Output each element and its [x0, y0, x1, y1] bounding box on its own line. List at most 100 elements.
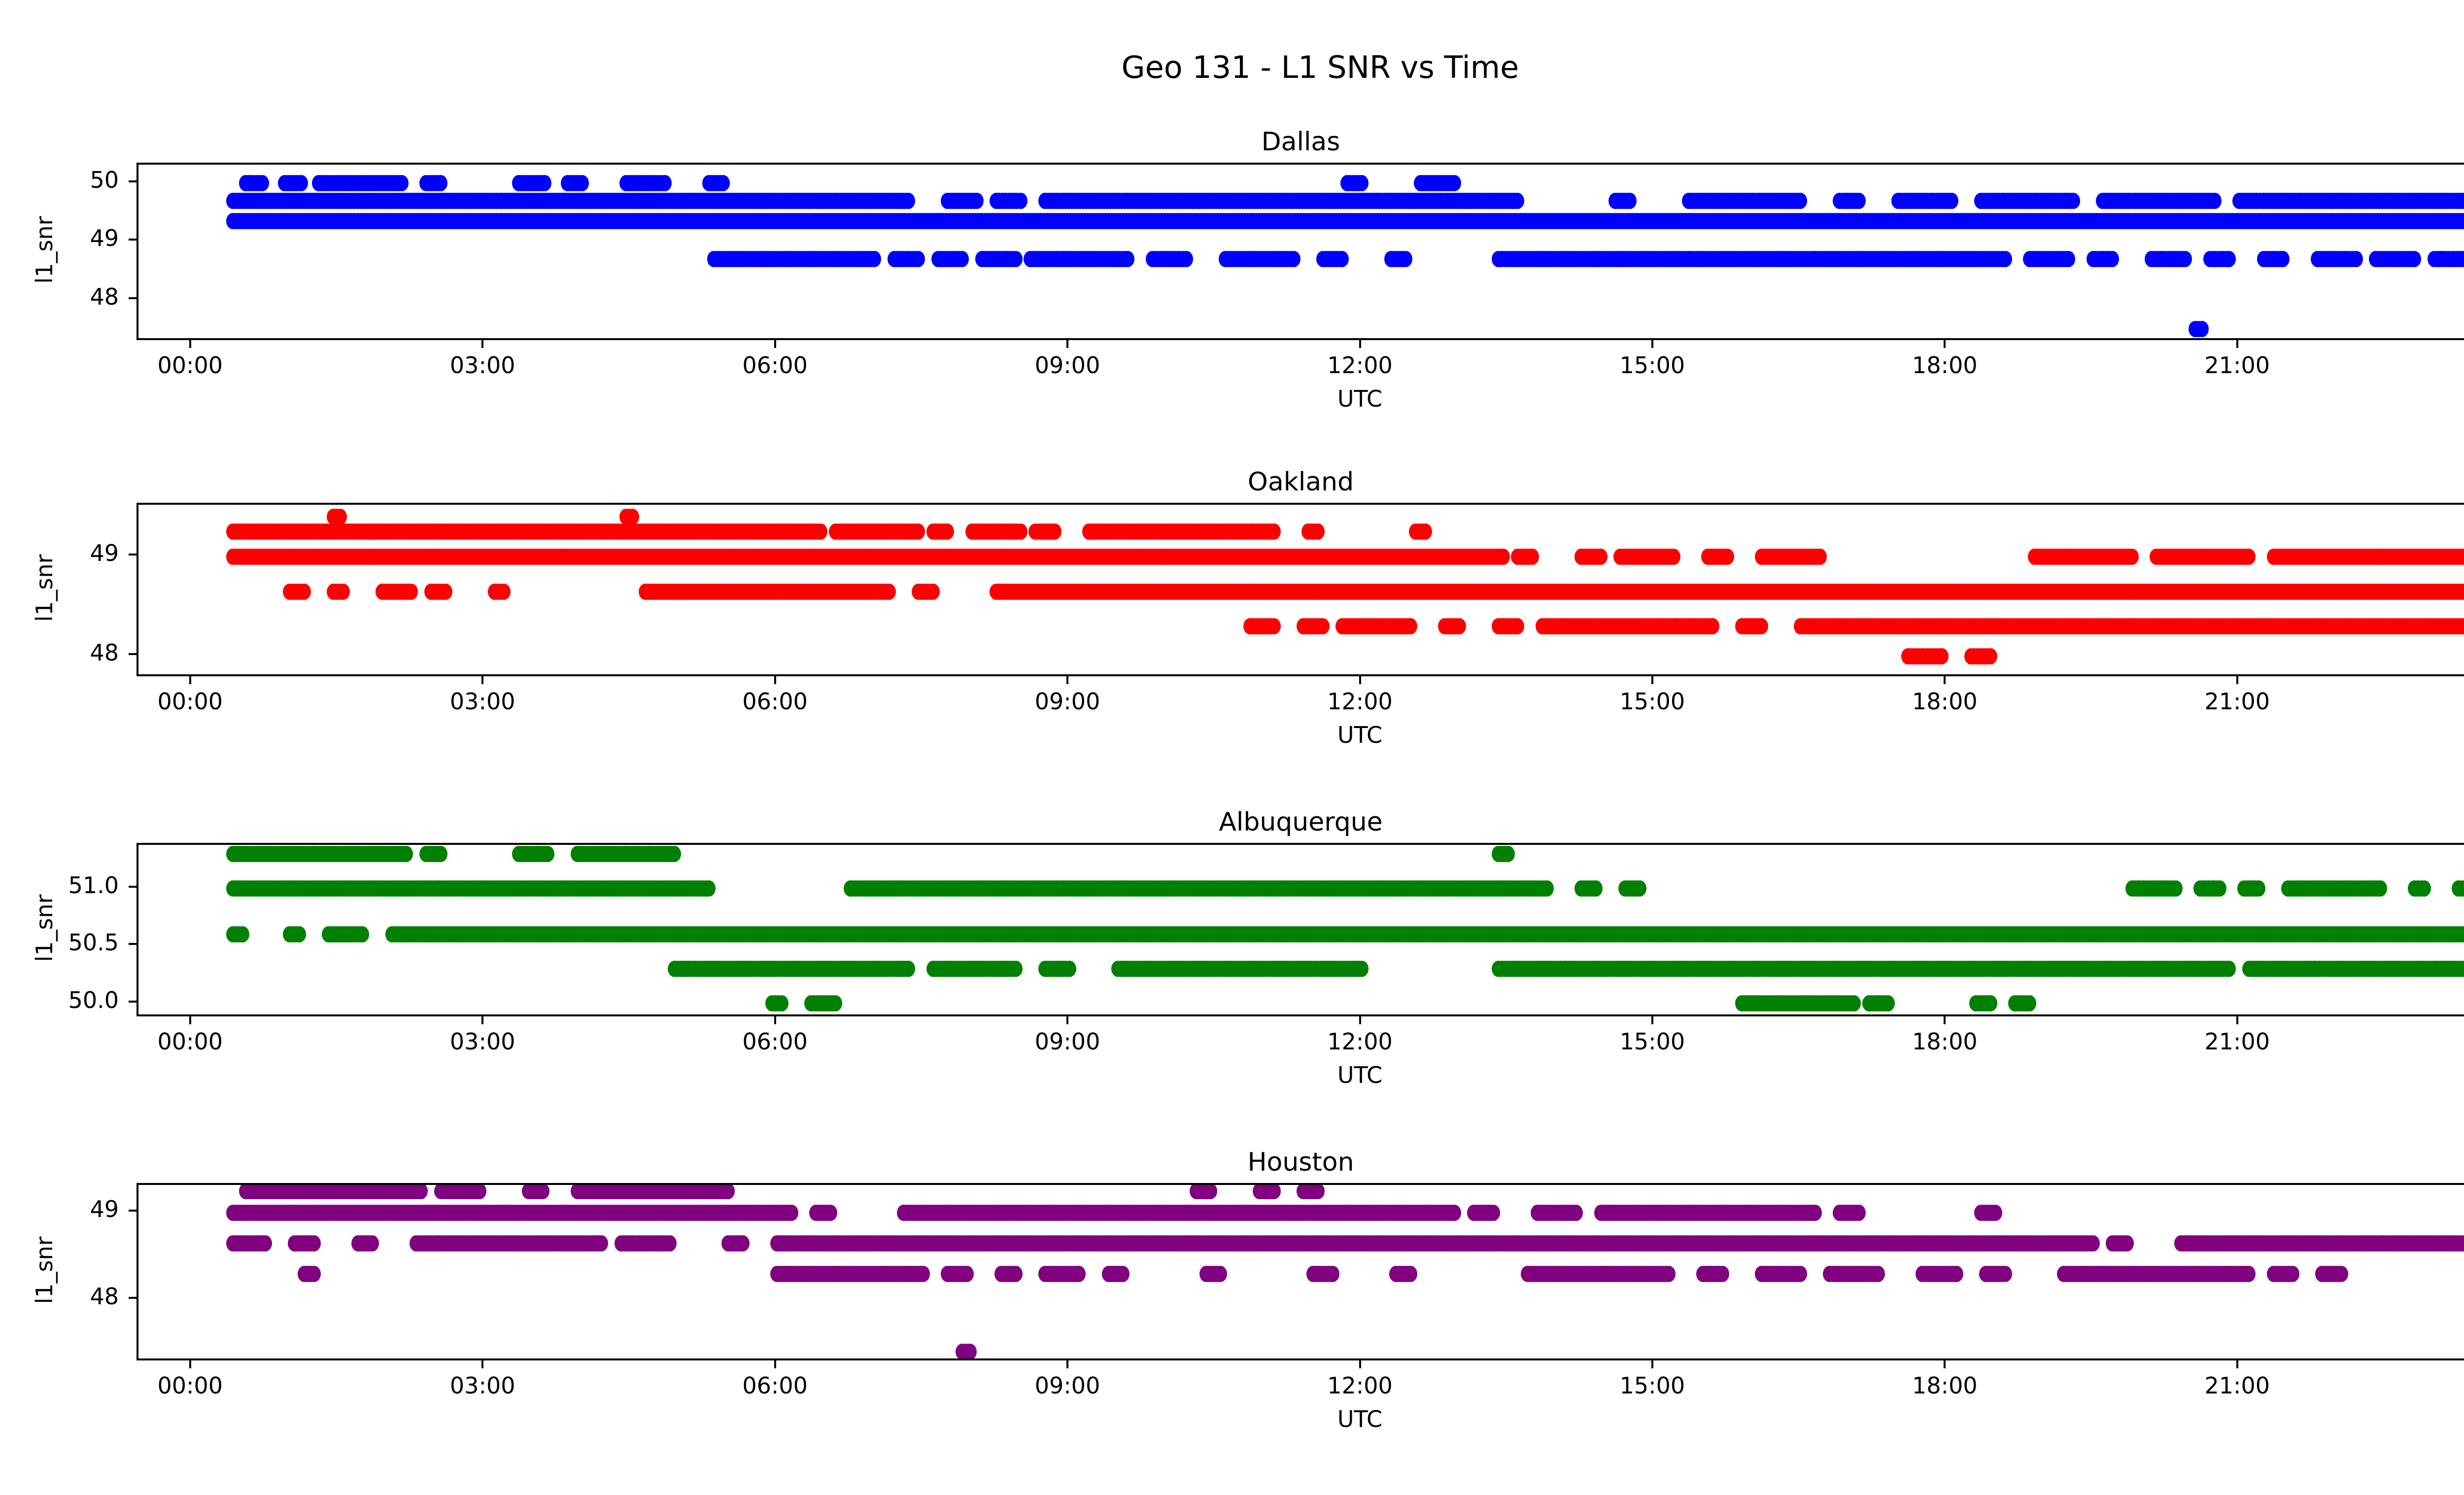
xtick-label-dallas-4: 12:00	[1327, 352, 1393, 379]
data-point	[926, 583, 940, 600]
xtick-label-oakland-1: 03:00	[449, 688, 515, 715]
ytick-mark-oakland-0	[129, 554, 137, 556]
xtick-mark-oakland-7	[2236, 676, 2238, 684]
data-point	[1418, 523, 1432, 540]
subplot-dallas: Dallas 50 49 48 l1_snr 00:00 03:00 06:00 09:00 1…	[0, 127, 2464, 462]
data-point	[434, 175, 447, 192]
plot-area-oakland	[137, 503, 2464, 676]
data-point	[1540, 880, 1554, 897]
ytick-mark-oakland-1	[129, 653, 137, 656]
xtick-label-dallas-6: 18:00	[1912, 352, 1978, 379]
xtick-mark-dallas-6	[1944, 340, 1946, 348]
data-point	[333, 508, 347, 525]
data-point	[2169, 880, 2183, 897]
data-point	[1014, 523, 1027, 540]
data-point	[1014, 192, 1027, 209]
data-point	[405, 583, 418, 600]
data-point	[1403, 618, 1417, 635]
data-point	[395, 175, 409, 192]
data-point	[1623, 192, 1637, 209]
data-point	[2213, 880, 2226, 897]
xtick-mark-dallas-5	[1651, 340, 1653, 348]
data-point	[2252, 880, 2265, 897]
xtick-mark-oakland-4	[1359, 676, 1361, 684]
data-point	[1399, 251, 1412, 268]
xtick-label-dallas-0: 00:00	[157, 352, 223, 379]
data-point	[867, 251, 881, 268]
data-point	[1267, 618, 1281, 635]
data-point	[1511, 618, 1525, 635]
data-point	[2125, 548, 2139, 565]
data-point	[1706, 618, 1720, 635]
data-point	[1813, 548, 1827, 565]
data-point	[2374, 880, 2388, 897]
data-point	[1311, 523, 1325, 540]
subplot-title-dallas: Dallas	[1261, 127, 1340, 157]
data-point	[668, 846, 682, 863]
data-point	[1179, 251, 1193, 268]
data-point	[1355, 175, 1369, 192]
data-point	[2223, 251, 2236, 268]
data-point	[882, 583, 896, 600]
xtick-label-dallas-8: 00:00	[2456, 352, 2464, 379]
data-point	[336, 583, 350, 600]
data-point	[541, 846, 555, 863]
data-point	[1589, 880, 1603, 897]
data-point	[1935, 648, 1949, 664]
data-point	[497, 583, 511, 600]
data-point	[1267, 523, 1281, 540]
data-point	[911, 251, 925, 268]
subplot-oakland: Oakland 49 48 l1_snr 00:00 03:00 06:00 09:00 12…	[0, 467, 2464, 802]
figure-title-line1: Geo 131 - L1 SNR vs Time	[1121, 49, 1519, 86]
xtick-mark-oakland-3	[1066, 676, 1069, 684]
xtick-label-oakland-7: 21:00	[2204, 688, 2270, 715]
data-point	[439, 583, 452, 600]
data-point	[702, 880, 716, 897]
data-point	[1526, 548, 1540, 565]
data-point	[2067, 192, 2080, 209]
data-point	[941, 523, 955, 540]
xtick-label-oakland-5: 15:00	[1619, 688, 1685, 715]
xtick-mark-dallas-4	[1359, 340, 1361, 348]
xtick-mark-oakland-0	[189, 676, 191, 684]
ytick-mark-dallas-1	[129, 239, 137, 241]
data-point	[1009, 251, 1023, 268]
xtick-label-dallas-7: 21:00	[2204, 352, 2270, 379]
xtick-label-oakland-0: 00:00	[157, 688, 223, 715]
data-point	[1998, 251, 2012, 268]
xtick-mark-dallas-2	[774, 340, 776, 348]
data-point	[1511, 192, 1525, 209]
data-point	[626, 508, 640, 525]
data-point	[356, 926, 370, 943]
data-point	[2062, 251, 2076, 268]
xtick-label-dallas-2: 06:00	[742, 352, 808, 379]
xtick-mark-oakland-5	[1651, 676, 1653, 684]
ytick-mark-dallas-0	[129, 180, 137, 182]
xlabel-dallas: UTC	[1337, 385, 1383, 412]
data-point	[1633, 880, 1646, 897]
data-point	[236, 926, 250, 943]
data-point	[1496, 548, 1510, 565]
data-point	[1852, 192, 1866, 209]
data-point	[1335, 251, 1349, 268]
data-point	[1048, 523, 1061, 540]
xtick-label-oakland-4: 12:00	[1327, 688, 1393, 715]
data-point	[2242, 548, 2256, 565]
data-point	[400, 846, 413, 863]
data-point	[955, 251, 969, 268]
data-point	[1594, 548, 1608, 565]
data-point	[575, 175, 589, 192]
subplot-albuquerque: Albuquerque 51.0 50.5 50.0 l1_snr 00:00 03:00…	[0, 807, 2464, 1143]
data-point	[538, 175, 552, 192]
data-point	[255, 175, 269, 192]
plot-area-dallas	[137, 163, 2464, 340]
xtick-mark-dallas-1	[481, 340, 484, 348]
data-point	[1316, 618, 1330, 635]
xtick-label-oakland-6: 18:00	[1912, 688, 1978, 715]
xtick-mark-oakland-6	[1944, 676, 1946, 684]
data-point	[292, 926, 306, 943]
xtick-mark-oakland-1	[481, 676, 484, 684]
data-point	[970, 192, 984, 209]
xtick-label-dallas-3: 09:00	[1034, 352, 1100, 379]
